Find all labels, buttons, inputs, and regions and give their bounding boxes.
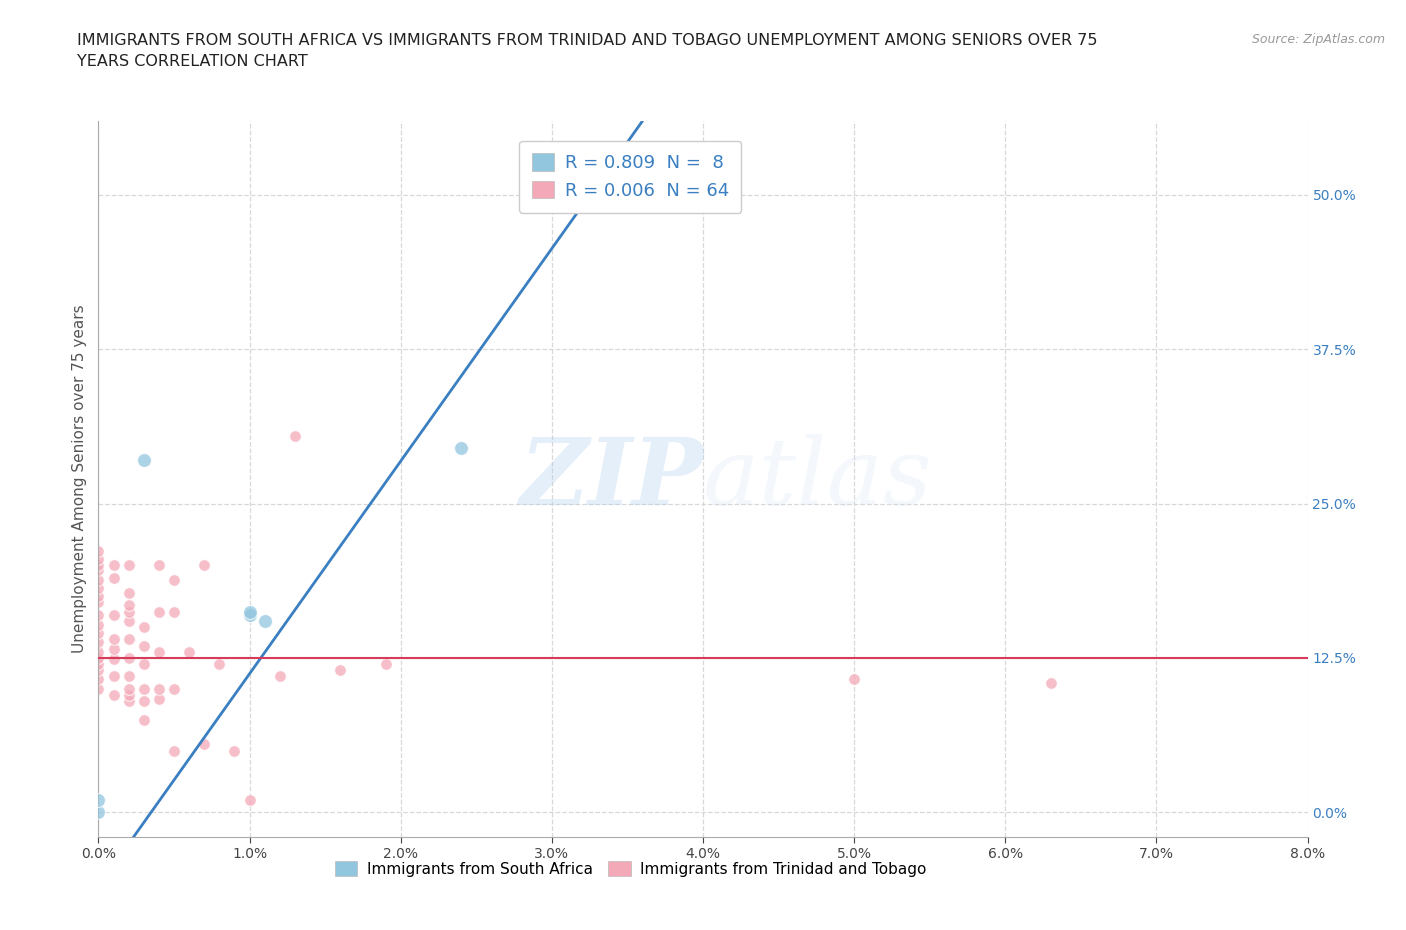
Point [148,691,170,706]
Point [132,682,155,697]
Point [103,687,125,702]
Text: atlas: atlas [703,434,932,524]
Point [87,792,110,807]
Point [132,712,155,727]
Point [87,573,110,588]
Point [103,558,125,573]
Point [329,663,352,678]
Point [87,657,110,671]
Point [193,737,215,751]
Point [132,453,155,468]
Point [193,558,215,573]
Point [586,188,609,203]
Point [844,671,866,686]
Point [1039,675,1062,690]
Point [87,551,110,566]
Point [239,792,262,807]
Point [118,651,141,666]
Point [224,743,246,758]
Point [118,614,141,629]
Point [284,429,307,444]
Point [103,632,125,647]
Point [118,682,141,697]
Point [118,687,141,702]
Point [103,652,125,667]
Point [118,632,141,647]
Point [87,634,110,649]
Y-axis label: Unemployment Among Seniors over 75 years: Unemployment Among Seniors over 75 years [72,305,87,653]
Point [87,543,110,558]
Point [87,626,110,641]
Point [148,644,170,659]
Point [253,614,276,629]
Point [374,657,396,671]
Point [87,682,110,697]
Point [450,441,472,456]
Point [87,607,110,622]
Point [103,607,125,622]
Point [103,642,125,657]
Point [118,604,141,619]
Point [132,619,155,634]
Point [132,638,155,653]
Point [103,669,125,684]
Point [132,657,155,671]
Point [148,682,170,697]
Point [118,597,141,612]
Point [103,570,125,585]
Point [148,558,170,573]
Text: IMMIGRANTS FROM SOUTH AFRICA VS IMMIGRANTS FROM TRINIDAD AND TOBAGO UNEMPLOYMENT: IMMIGRANTS FROM SOUTH AFRICA VS IMMIGRAN… [77,33,1098,69]
Point [118,694,141,709]
Point [87,558,110,573]
Point [87,563,110,578]
Point [118,669,141,684]
Point [179,644,201,659]
Point [87,651,110,666]
Point [148,604,170,619]
Point [87,663,110,678]
Point [87,804,110,819]
Point [118,585,141,600]
Text: ZIP: ZIP [519,434,703,524]
Point [239,607,262,622]
Point [87,618,110,632]
Point [87,644,110,659]
Point [87,595,110,610]
Point [239,604,262,619]
Point [163,682,186,697]
Point [163,743,186,758]
Point [208,657,231,671]
Point [132,694,155,709]
Point [118,558,141,573]
Legend: Immigrants from South Africa, Immigrants from Trinidad and Tobago: Immigrants from South Africa, Immigrants… [329,856,932,884]
Point [163,604,186,619]
Point [87,580,110,595]
Point [269,669,291,684]
Text: Source: ZipAtlas.com: Source: ZipAtlas.com [1251,33,1385,46]
Point [163,573,186,588]
Point [87,589,110,604]
Point [87,671,110,686]
